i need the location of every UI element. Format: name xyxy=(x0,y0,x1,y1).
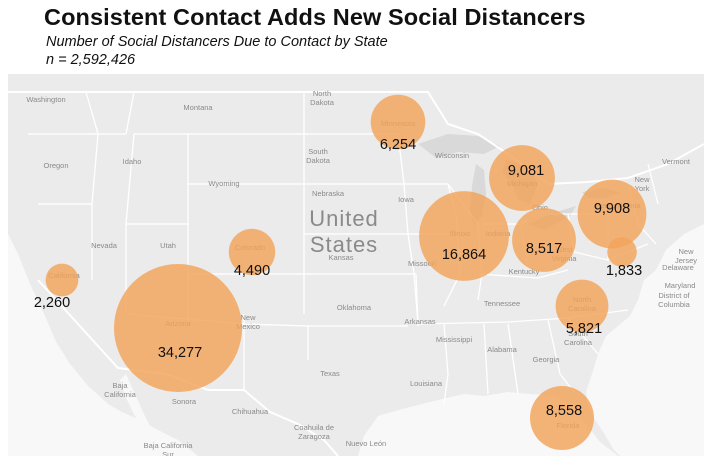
place-label-iowa: Iowa xyxy=(398,195,415,204)
bubble-value-label-ohio: 8,517 xyxy=(526,241,562,257)
gulf-of-california xyxy=(120,374,164,456)
place-label-oregon: Oregon xyxy=(43,161,68,170)
bubble-north-carolina[interactable] xyxy=(555,279,609,333)
bubble-value-label-michigan: 9,081 xyxy=(508,163,544,179)
country-label: United States xyxy=(309,206,379,257)
place-label-texas: Texas xyxy=(320,369,340,378)
place-label-louisiana: Louisiana xyxy=(410,379,443,388)
place-label-tennessee: Tennessee xyxy=(484,299,520,308)
bubble-value-label-minnesota: 6,254 xyxy=(380,137,416,153)
place-label-maryland: Maryland xyxy=(665,281,696,290)
place-label-alabama: Alabama xyxy=(487,345,517,354)
us-map[interactable]: WashingtonMontanaNorthDakotaMinnesotaWis… xyxy=(8,74,704,456)
gulf-water xyxy=(364,402,574,456)
place-label-idaho: Idaho xyxy=(123,157,142,166)
place-label-mississippi: Mississippi xyxy=(436,335,473,344)
bubble-value-label-california: 2,260 xyxy=(34,295,70,311)
page-title: Consistent Contact Adds New Social Dista… xyxy=(44,4,586,30)
country-label-line-2: States xyxy=(310,232,378,257)
place-label-baja-california: Baja California xyxy=(104,381,137,399)
place-label-utah: Utah xyxy=(160,241,176,250)
place-label-vermont: Vermont xyxy=(662,157,691,166)
place-label-north-dakota: North Dakota xyxy=(310,89,335,107)
bubble-illinois[interactable] xyxy=(419,191,509,281)
place-label-district-of-columbia: District of Columbia xyxy=(658,291,691,309)
bubble-pennsylvania[interactable] xyxy=(577,179,647,249)
lake-superior xyxy=(418,134,500,158)
place-label-missouri: Missouri xyxy=(408,259,436,268)
place-label-south-dakota: South Dakota xyxy=(306,147,331,165)
bubble-value-label-maryland: 1,833 xyxy=(606,263,642,279)
place-label-nebraska: Nebraska xyxy=(312,189,345,198)
bubble-maryland[interactable] xyxy=(607,237,637,267)
bubble-value-label-colorado: 4,490 xyxy=(234,263,270,279)
place-label-delaware: Delaware xyxy=(662,263,694,272)
sample-size-label: n = 2,592,426 xyxy=(46,52,136,68)
place-label-nevada: Nevada xyxy=(91,241,118,250)
bubble-arizona[interactable] xyxy=(114,264,242,392)
place-label-south-carolina: South Carolina xyxy=(564,329,593,347)
bubble-ohio[interactable] xyxy=(512,208,576,272)
place-label-georgia: Georgia xyxy=(533,355,561,364)
place-label-kentucky: Kentucky xyxy=(509,267,540,276)
bubble-michigan[interactable] xyxy=(489,145,555,211)
place-label-sonora: Sonora xyxy=(172,397,197,406)
bubble-florida[interactable] xyxy=(530,386,594,450)
place-label-wisconsin: Wisconsin xyxy=(435,151,469,160)
bubble-layer[interactable]: 34,277 16,864 9,908 9,081 8,558 8,517 6,254 5,8… xyxy=(34,94,647,450)
bubble-minnesota[interactable] xyxy=(370,94,426,150)
bubble-value-label-florida: 8,558 xyxy=(546,403,582,419)
place-label-washington: Washington xyxy=(26,95,65,104)
place-label-chihuahua: Chihuahua xyxy=(232,407,269,416)
pacific-water xyxy=(8,234,138,456)
country-label-line-1: United xyxy=(309,206,379,231)
place-label-new-mexico: New Mexico xyxy=(236,313,260,331)
place-label-ohio: Ohio xyxy=(532,203,548,212)
place-label-wyoming: Wyoming xyxy=(208,179,239,188)
bubble-value-label-illinois: 16,864 xyxy=(442,247,486,263)
bubble-value-label-arizona: 34,277 xyxy=(158,345,202,361)
place-label-kansas: Kansas xyxy=(328,253,353,262)
page-subtitle: Number of Social Distancers Due to Conta… xyxy=(46,34,388,50)
bubble-value-label-north-carolina: 5,821 xyxy=(566,321,602,337)
bubble-value-label-pennsylvania: 9,908 xyxy=(594,201,630,217)
place-label-nuevo-le-n: Nuevo León xyxy=(346,439,386,448)
place-label-montana: Montana xyxy=(183,103,213,112)
place-label-arkansas: Arkansas xyxy=(404,317,436,326)
place-label-oklahoma: Oklahoma xyxy=(337,303,372,312)
bubble-california[interactable] xyxy=(45,263,79,297)
atlantic-water xyxy=(586,224,704,456)
place-label-coahuila-de-zaragoza: Coahuila de Zaragoza xyxy=(294,423,334,441)
place-label-new-york: New York xyxy=(634,175,650,193)
map-canvas[interactable]: WashingtonMontanaNorthDakotaMinnesotaWis… xyxy=(8,74,704,456)
bubble-colorado[interactable] xyxy=(228,228,276,276)
place-label-baja-california-sur: Baja California Sur xyxy=(144,441,194,456)
place-label-new-jersey: New Jersey xyxy=(675,247,697,265)
